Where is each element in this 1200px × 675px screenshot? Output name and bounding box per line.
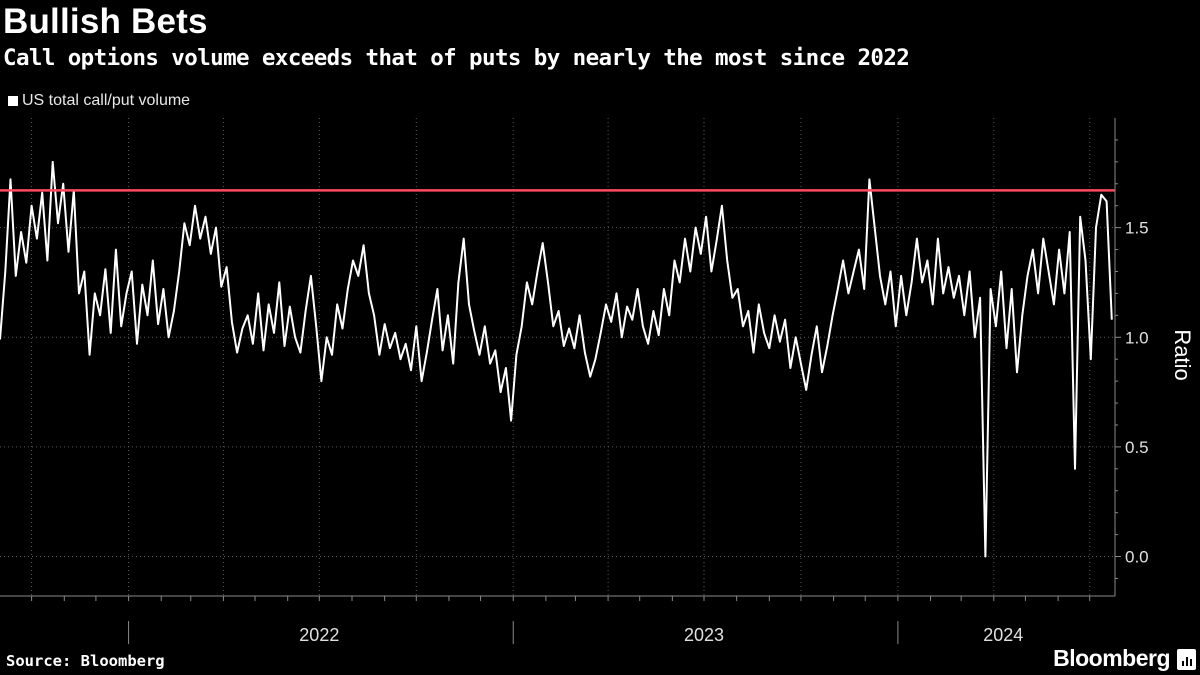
legend-label: US total call/put volume xyxy=(22,92,191,109)
y-tick-label: 1.5 xyxy=(1125,219,1149,238)
x-tick-label: 2022 xyxy=(299,625,339,645)
x-tick-label: 2024 xyxy=(983,625,1023,645)
brand-logo-text: Bloomberg xyxy=(1053,645,1170,671)
source-note: Source: Bloomberg xyxy=(6,652,165,670)
y-tick-label: 0.0 xyxy=(1125,548,1149,567)
y-tick-label: 1.0 xyxy=(1125,328,1149,347)
y-tick-label: 0.5 xyxy=(1125,438,1149,457)
series-layer xyxy=(0,160,1113,558)
y-axis-title: Ratio xyxy=(1170,329,1195,380)
x-tick-label: 2023 xyxy=(684,625,724,645)
bloomberg-terminal-icon xyxy=(1177,649,1196,670)
chart-title: Bullish Bets xyxy=(3,2,208,41)
legend-swatch xyxy=(8,96,18,106)
series-line-call-put-ratio xyxy=(0,160,1113,558)
legend: US total call/put volume xyxy=(8,92,190,110)
chart-subtitle: Call options volume exceeds that of puts… xyxy=(3,45,910,71)
tick-labels: 0.0 0.5 1.0 1.5 Ratio 2022 2023 2024 xyxy=(299,219,1195,645)
axes xyxy=(0,118,1121,644)
